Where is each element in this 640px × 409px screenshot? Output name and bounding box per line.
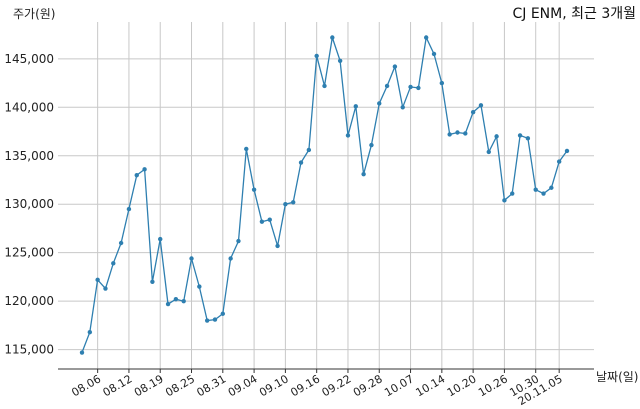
data-point (142, 167, 147, 172)
data-point (455, 130, 460, 135)
data-point (478, 103, 484, 108)
data-point (322, 83, 327, 89)
x-tick-label: 09.22 (320, 372, 354, 399)
data-point (525, 136, 531, 141)
data-point (283, 202, 288, 207)
data-point (118, 240, 124, 246)
y-tick-label: 120,000 (4, 294, 54, 308)
data-point (244, 146, 249, 152)
data-point (353, 104, 358, 109)
x-tick-label: 10.20 (445, 372, 479, 399)
data-point (431, 51, 437, 57)
x-tick-label: 09.10 (257, 372, 291, 399)
x-tick-label: 08.19 (132, 372, 166, 399)
data-point (267, 217, 272, 222)
data-point (486, 149, 491, 155)
data-point (298, 160, 304, 165)
series-price (79, 35, 570, 355)
data-point (369, 142, 374, 148)
data-point (541, 191, 546, 196)
data-point (79, 350, 85, 355)
x-tick-label: 09.16 (288, 372, 322, 399)
data-point (556, 159, 562, 164)
data-point (510, 191, 515, 196)
x-tick-label: 08.12 (101, 372, 135, 399)
x-tick-label: 08.25 (163, 372, 197, 399)
data-point (291, 200, 296, 205)
x-tick-label: 10.07 (382, 372, 416, 399)
data-point (134, 172, 139, 178)
data-point (392, 64, 398, 69)
data-point (494, 134, 499, 139)
data-point (361, 171, 366, 177)
data-point (502, 198, 507, 203)
x-axis-label: 날짜(일) (596, 370, 638, 384)
data-point (87, 329, 93, 335)
data-point (158, 236, 163, 242)
data-point (181, 298, 186, 304)
data-point (275, 243, 280, 249)
data-point (306, 147, 312, 153)
data-point (470, 109, 476, 115)
data-point (447, 132, 452, 137)
data-point (236, 238, 241, 244)
data-point (377, 101, 382, 106)
data-point (173, 297, 179, 302)
y-axis-label: 주가(원) (13, 7, 55, 21)
y-tick-label: 115,000 (4, 343, 54, 357)
data-point (212, 317, 218, 322)
data-point (400, 105, 405, 110)
data-point (330, 35, 335, 40)
y-tick-label: 135,000 (4, 149, 54, 163)
data-point (517, 133, 523, 138)
data-point (423, 35, 429, 40)
data-point (251, 187, 257, 192)
data-point (111, 261, 116, 266)
x-tick-label: 09.28 (351, 372, 385, 399)
x-tick-label: 09.04 (226, 372, 260, 399)
axes: 115,000 120,000 125,000 130,000 135,000 140,0… (4, 52, 594, 408)
data-point (533, 187, 538, 192)
data-point (150, 279, 155, 284)
data-point (204, 318, 210, 323)
data-point (416, 85, 421, 91)
data-point (126, 206, 132, 212)
data-point (197, 284, 202, 289)
data-point (165, 301, 171, 307)
data-point (384, 83, 390, 89)
data-point (259, 219, 265, 224)
data-point (549, 185, 554, 190)
data-point (408, 84, 413, 90)
data-point (189, 256, 194, 261)
data-point (345, 133, 351, 138)
data-point (228, 256, 233, 261)
data-point (220, 311, 226, 316)
data-point (439, 80, 445, 86)
data-point (463, 131, 468, 136)
x-tick-label: 08.31 (195, 372, 229, 399)
y-tick-label: 145,000 (4, 52, 54, 66)
y-tick-label: 125,000 (4, 246, 54, 260)
y-tick-label: 130,000 (4, 197, 54, 211)
data-point (95, 277, 100, 283)
chart-title: CJ ENM, 최근 3개월 (512, 6, 636, 22)
y-tick-label: 140,000 (4, 100, 54, 114)
x-tick-label: 10.26 (476, 372, 510, 399)
data-point (314, 53, 319, 59)
grid (58, 22, 594, 369)
x-tick-label: 08.06 (69, 372, 103, 399)
labels: CJ ENM, 최근 3개월 주가(원) 날짜(일) (13, 6, 638, 384)
data-point (564, 148, 570, 154)
x-tick-label: 10.14 (414, 372, 448, 399)
data-point (103, 286, 108, 291)
data-point (337, 58, 343, 63)
